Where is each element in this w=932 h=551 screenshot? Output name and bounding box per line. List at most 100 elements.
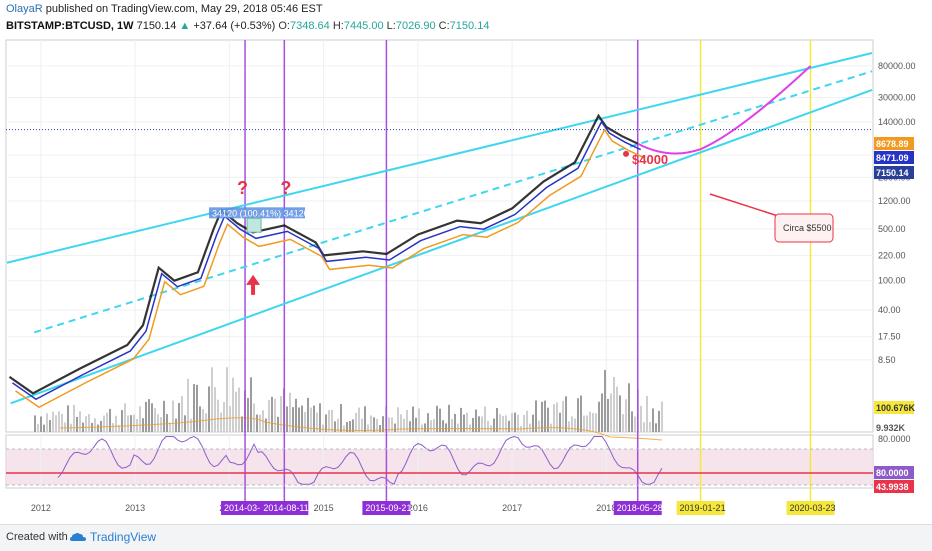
volume-bar [319, 403, 321, 432]
volume-bar [487, 420, 489, 432]
volume-bar [166, 414, 168, 432]
volume-bar [340, 403, 342, 432]
volume-bar [616, 386, 618, 432]
volume-bar [451, 418, 453, 432]
date-badge-bg [362, 501, 411, 515]
rsi-badge-red-bg [874, 480, 914, 493]
volume-bar [109, 408, 111, 432]
price-chart[interactable]: 34120 (100.41%) 34120? ? $4000 Circa $5500 8… [0, 36, 932, 524]
y-tick-label: 30000.00 [878, 93, 916, 103]
date-badge-bg [786, 501, 835, 515]
ema-orange-line [15, 128, 645, 409]
volume-bar [352, 419, 354, 432]
volume-bar [535, 400, 537, 432]
volume-bar [151, 403, 153, 432]
volume-bar [130, 415, 132, 432]
symbol-name: BITSTAMP:BTCUSD, 1W [6, 20, 134, 32]
volume-bar [427, 413, 429, 432]
volume-bar [499, 414, 501, 432]
date-badge-bg [260, 501, 309, 515]
x-tick-label: 2013 [125, 503, 145, 513]
y-tick-label: 100.00 [878, 276, 906, 286]
volume-bar [652, 408, 654, 432]
date-badge: 2019-01-21 [680, 503, 726, 513]
volume-bar [334, 421, 336, 432]
volume-bar [112, 423, 114, 432]
volume-bar [622, 414, 624, 432]
y-tick-label: 17.50 [878, 332, 901, 342]
volume-bar [316, 412, 318, 432]
price-pane [5, 39, 874, 433]
volume-bar [634, 416, 636, 432]
volume-bar [415, 417, 417, 432]
volume-bar [97, 424, 99, 432]
volume-bar [397, 407, 399, 432]
low-value: 7026.90 [395, 20, 436, 32]
volume-bar [298, 407, 300, 432]
date-badge: 2014-03- [224, 503, 260, 513]
x-tick-label: 2012 [31, 503, 51, 513]
volume-bar [610, 393, 612, 432]
price-badge-blue-bg [874, 151, 914, 164]
volume-bar [55, 415, 57, 432]
volume-bar [433, 419, 435, 432]
volume-bar [364, 406, 366, 432]
target-price-label: $4000 [632, 152, 668, 167]
volume-bar [310, 407, 312, 432]
volume-bar [67, 405, 69, 432]
volume-bar [145, 401, 147, 432]
price-badge-orange-bg [874, 137, 914, 150]
volume-bar [304, 412, 306, 432]
price-badge-current: 7150.14 [876, 168, 909, 178]
up-arrow-icon: ▲ [179, 20, 191, 32]
callout-box [774, 213, 834, 243]
rsi-tick-label: 80.0000 [878, 434, 911, 444]
volume-bar [367, 424, 369, 432]
volume-bar [199, 406, 201, 432]
volume-badge-low: 9.932K [876, 423, 906, 433]
projection-curve [637, 65, 812, 155]
volume-bar [538, 420, 540, 432]
volume-bar [448, 404, 450, 432]
volume-bar [463, 414, 465, 432]
volume-bar [460, 407, 462, 432]
question-mark-1: ? [237, 178, 248, 198]
measure-label: 34120 (100.41%) 34120 [212, 208, 309, 218]
volume-bar [523, 414, 525, 432]
volume-bar [253, 403, 255, 432]
date-badge: 2018-05-28 [617, 503, 663, 513]
volume-bar [601, 393, 603, 432]
volume-bar [133, 414, 135, 432]
volume-bar [430, 420, 432, 432]
volume-bar [325, 414, 327, 432]
volume-bar [388, 417, 390, 432]
volume-bar [163, 400, 165, 432]
volume-bar [337, 418, 339, 432]
price-badge-orange: 8678.89 [876, 139, 909, 149]
volume-bar [577, 398, 579, 432]
y-tick-label: 8.50 [878, 355, 896, 365]
volume-bar [658, 410, 660, 432]
volume-bar [475, 409, 477, 432]
volume-bar [442, 420, 444, 432]
tradingview-logo[interactable]: TradingView [70, 530, 156, 544]
volume-bar [205, 413, 207, 432]
volume-bar [613, 376, 615, 432]
y-tick-label: 40.00 [878, 305, 901, 315]
symbol-line: BITSTAMP:BTCUSD, 1W 7150.14 ▲ +37.64 (+0… [6, 20, 489, 32]
volume-bar [64, 422, 66, 432]
volume-bar [238, 387, 240, 432]
volume-bar [382, 416, 384, 432]
author-link[interactable]: OlayaR [6, 3, 43, 15]
volume-bar [139, 406, 141, 432]
volume-bar [625, 399, 627, 432]
volume-bar [148, 399, 150, 432]
volume-bar [307, 397, 309, 432]
created-with-text: Created with [6, 531, 68, 543]
volume-bar [280, 396, 282, 432]
x-tick-label: 2016 [408, 503, 428, 513]
upper-channel-line [6, 52, 873, 264]
rsi-badge-value-bg [874, 466, 914, 479]
volume-bar [556, 402, 558, 432]
y-tick-label: 80000.00 [878, 61, 916, 71]
